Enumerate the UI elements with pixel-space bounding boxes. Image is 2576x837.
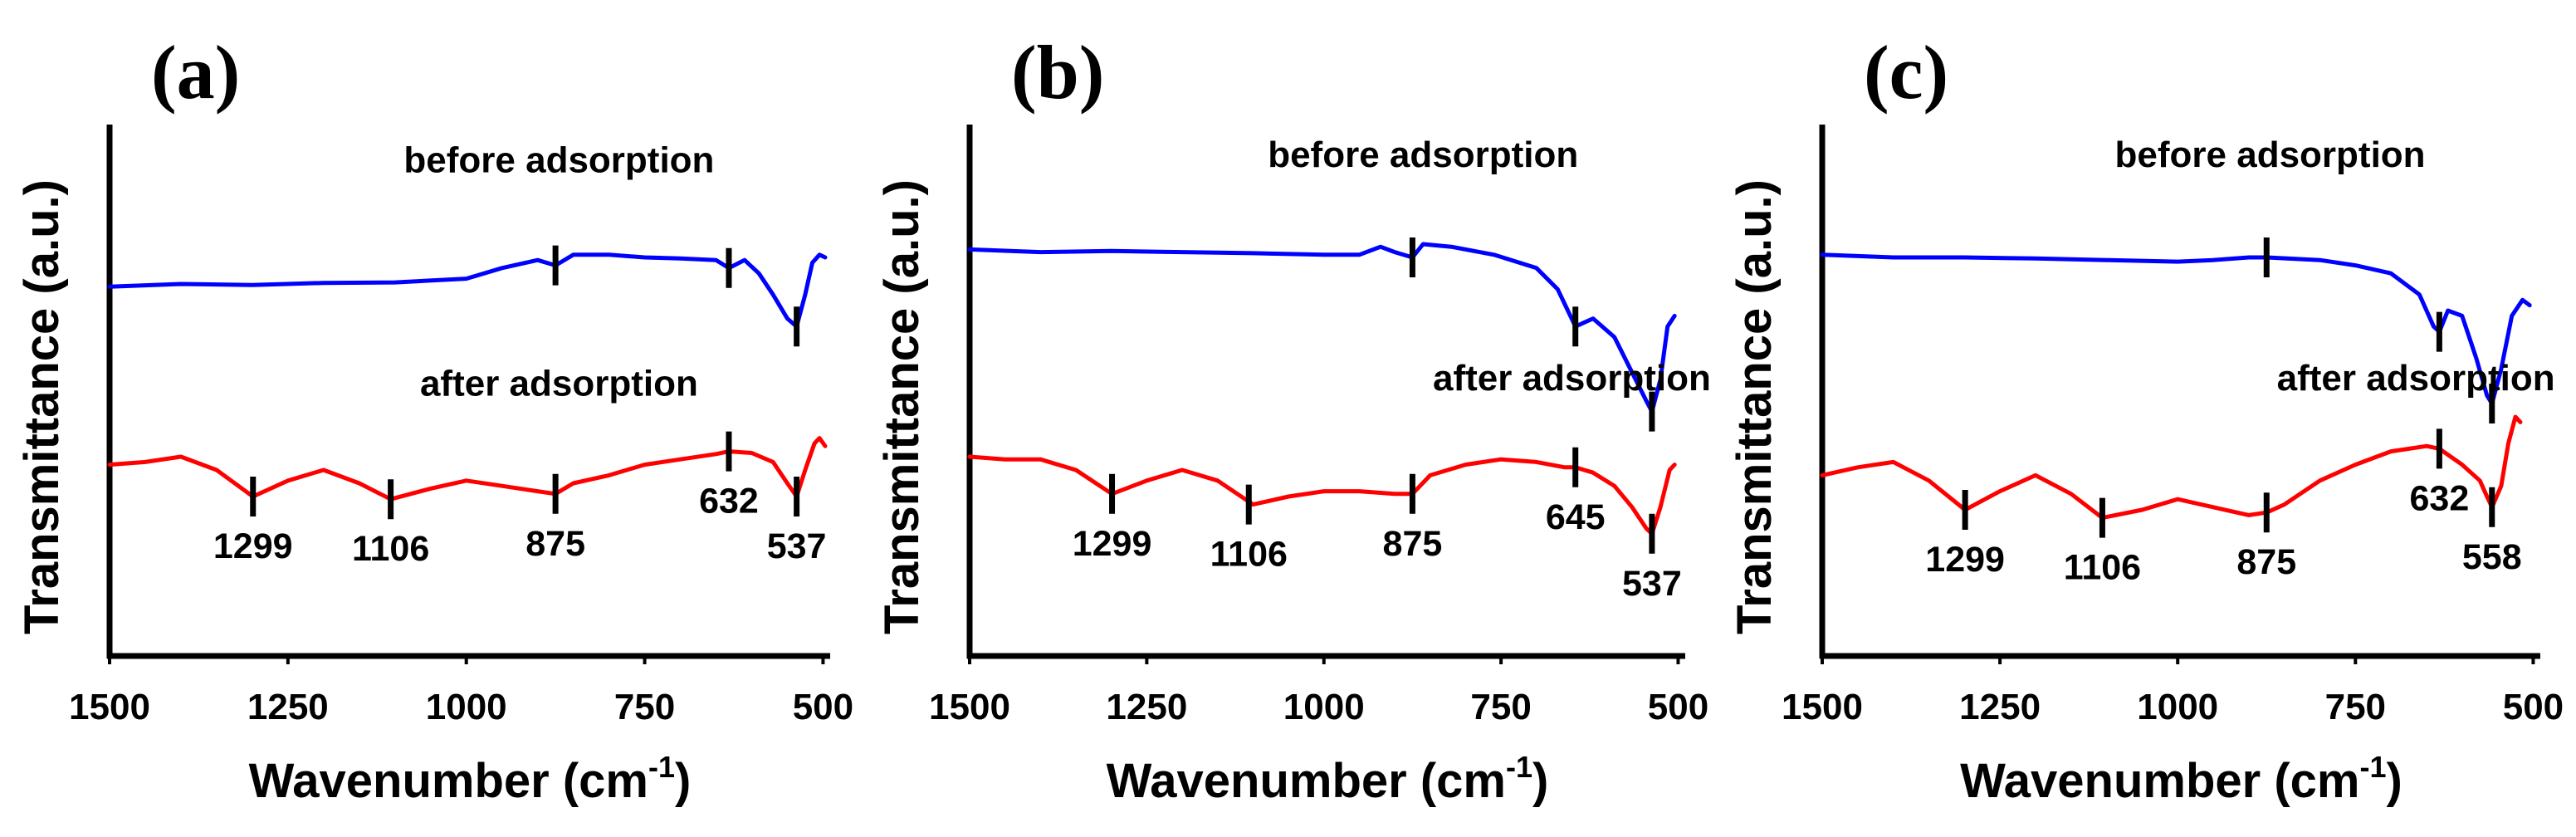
x-tick-label: 750 — [614, 687, 675, 727]
peak-label: 632 — [2410, 478, 2470, 518]
x-tick-label: 1250 — [247, 687, 329, 727]
peak-label: 1299 — [1925, 540, 2005, 580]
x-axis-title: Wavenumber (cm-1) — [1107, 750, 1549, 808]
series-label: before adsorption — [403, 140, 714, 181]
x-axis-title-main: Wavenumber (cm — [249, 754, 648, 808]
x-axis-title: Wavenumber (cm-1) — [1960, 750, 2402, 808]
y-axis-title: Transmittance (a.u.) — [15, 179, 69, 634]
x-tick-label: 1500 — [69, 687, 150, 727]
x-axis-title-close: ) — [675, 754, 691, 808]
series-label: after adsorption — [1433, 358, 1711, 399]
peak-label: 1299 — [213, 526, 293, 566]
panel-label: (b) — [1011, 30, 1104, 115]
x-tick-label: 500 — [793, 687, 853, 727]
series-line-before-adsorption — [107, 252, 828, 329]
x-tick-label: 1000 — [1283, 687, 1365, 727]
x-tick-label: 750 — [2325, 687, 2386, 727]
peak-label: 632 — [699, 482, 759, 521]
x-tick-label: 500 — [2503, 687, 2564, 727]
peak-label: 558 — [2462, 537, 2522, 577]
chart-panel-1: (a) 1500 1250 1000 750 500 Wavenumber (cm-1) Tr… — [15, 30, 853, 808]
peak-label: 645 — [1546, 497, 1606, 537]
x-tick-label: 750 — [1470, 687, 1531, 727]
peak-label: 875 — [525, 524, 585, 564]
y-axis-title: Transmittance (a.u.) — [875, 179, 929, 634]
x-tick-label: 1000 — [426, 687, 507, 727]
x-tick-label: 1500 — [929, 687, 1010, 727]
x-tick-label: 1250 — [1106, 687, 1187, 727]
peak-label: 537 — [1622, 564, 1682, 604]
peak-label: 537 — [767, 526, 827, 566]
series-line-after-adsorption — [107, 436, 828, 502]
series-line-before-adsorption — [967, 242, 1677, 414]
chart-panel-2: (b) 1500 1250 1000 750 500 Wavenumber (cm-1) Tr… — [875, 30, 1711, 808]
peak-label: 1106 — [1210, 535, 1288, 575]
x-axis-title-main: Wavenumber (cm — [1107, 754, 1506, 808]
series-label: before adsorption — [2115, 135, 2426, 175]
series-label: before adsorption — [1268, 135, 1578, 175]
peak-label: 1106 — [2064, 548, 2141, 588]
peak-label: 1299 — [1073, 524, 1152, 564]
series-label: after adsorption — [420, 363, 698, 404]
x-axis-title-close: ) — [1532, 754, 1548, 808]
x-axis-title-main: Wavenumber (cm — [1960, 754, 2359, 808]
x-axis-title-superscript: -1 — [2359, 750, 2386, 784]
x-tick-label: 1500 — [1782, 687, 1863, 727]
chart-panel-3: (c) 1500 1250 1000 750 500 Wavenumber (cm-1) Tr… — [1728, 30, 2564, 808]
x-axis-title: Wavenumber (cm-1) — [249, 750, 692, 808]
peak-label: 875 — [2236, 542, 2296, 582]
peak-label: 1106 — [352, 529, 429, 569]
panel-label: (a) — [151, 30, 240, 115]
panel-label: (c) — [1864, 30, 1948, 115]
x-axis-title-superscript: -1 — [1506, 750, 1532, 784]
x-tick-label: 1250 — [1959, 687, 2041, 727]
y-axis-title: Transmittance (a.u.) — [1728, 179, 1782, 634]
series-label: after adsorption — [2277, 358, 2555, 399]
x-axis-title-superscript: -1 — [648, 750, 675, 784]
x-tick-label: 500 — [1648, 687, 1708, 727]
x-tick-label: 1000 — [2137, 687, 2218, 727]
x-axis-title-close: ) — [2387, 754, 2402, 808]
peak-label: 875 — [1383, 524, 1443, 564]
series-line-after-adsorption — [967, 454, 1677, 536]
